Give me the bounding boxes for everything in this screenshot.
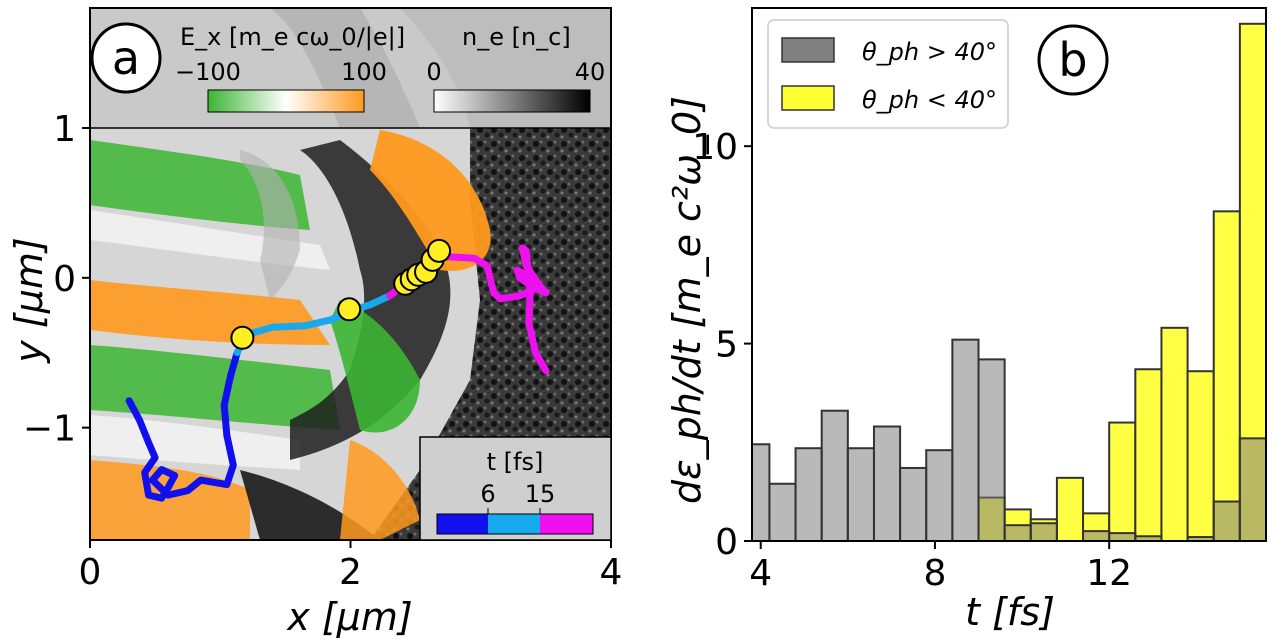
field-map	[90, 128, 611, 540]
trajectory-marker-8	[427, 238, 452, 263]
panel-b-xlabel: t [fs]	[965, 590, 1055, 634]
trajectory-segment-1	[125, 349, 241, 502]
trajectory-marker-2	[337, 297, 362, 322]
panel-b-xtick-12: 12	[1086, 553, 1132, 594]
panel-a-xlabel: x [μm]	[286, 595, 412, 639]
time-legend-tick-15: 15	[525, 480, 556, 508]
colorbar-ne-min: 0	[426, 58, 441, 86]
bar-series1-18	[1238, 437, 1267, 542]
panel-b-ytick-10: 10	[692, 127, 738, 168]
colorbar-ex-label: E_x [m_e cω_0/|e|]	[180, 23, 405, 51]
panel-a-ytick-1: 0	[53, 259, 76, 300]
panel-a: E_x [m_e cω_0/|e|] −100 100 n_e [n_c] 0 …	[7, 7, 623, 639]
colorbar-ex-max: 100	[341, 58, 387, 86]
panel-a-xtick-2: 2	[339, 552, 362, 593]
bar-series1-3	[794, 447, 823, 542]
axis-a: 0 2 4 1 0 −1	[23, 109, 623, 593]
bar-series1-1	[751, 443, 771, 542]
panel-a-xtick-4: 4	[600, 552, 623, 593]
bar-series1-2	[768, 482, 797, 543]
panel-a-label: a	[112, 31, 140, 85]
time-legend-tick-6: 6	[480, 480, 495, 508]
colorbar-ne	[433, 89, 591, 113]
bar-series1-4	[820, 409, 849, 543]
panel-b-xtick-4: 4	[749, 553, 772, 594]
panel-a-label-circle	[90, 22, 162, 94]
panel-a-ylabel: y [μm]	[7, 237, 51, 363]
time-legend-seg-1	[437, 514, 488, 534]
panel-a-ytick-2: −1	[23, 409, 76, 450]
axis-b: 4 8 12 0 5 10	[692, 127, 1132, 594]
panel-b-frame	[751, 7, 1267, 542]
bar-series1-10	[977, 358, 1006, 543]
bar-series1-6	[872, 425, 902, 542]
trajectory	[125, 238, 550, 502]
bar-series1-13	[1082, 530, 1111, 543]
time-legend-seg-3	[540, 514, 593, 534]
legend-swatch-yellow	[781, 85, 835, 111]
bar-series2-6	[1108, 421, 1137, 542]
time-legend: t [fs] 6 15	[419, 436, 612, 541]
panel-a-xtick-0: 0	[79, 552, 102, 593]
bar-series2-9	[1186, 370, 1215, 543]
colorbar-ne-max: 40	[575, 58, 606, 86]
time-legend-frame	[436, 513, 594, 535]
panel-b-label: b	[1058, 33, 1087, 87]
bar-series1-5	[846, 447, 875, 542]
bar-series2-8	[1160, 326, 1189, 542]
time-legend-label: t [fs]	[487, 448, 544, 476]
bar-series1-7	[899, 466, 928, 542]
legend: θ_ph > 40° θ_ph < 40°	[767, 19, 1009, 129]
panel-a-ytick-0: 1	[53, 109, 76, 150]
legend-label-gray: θ_ph > 40°	[862, 38, 997, 66]
bar-series1-14	[1108, 532, 1137, 542]
time-legend-seg-2	[488, 514, 540, 534]
panel-b-label-circle	[1037, 24, 1109, 96]
panel-b-ytick-0: 0	[715, 522, 738, 563]
trajectory-marker-1	[230, 325, 255, 350]
panel-b-xtick-8: 8	[923, 553, 946, 594]
colorbar-ne-label: n_e [n_c]	[462, 23, 571, 51]
colorbar-ex-min: −100	[175, 58, 241, 86]
bar-series1-12	[1029, 522, 1058, 543]
legend-label-yellow: θ_ph < 40°	[862, 86, 997, 114]
bar-series1-17	[1212, 500, 1241, 543]
panel-b-ytick-5: 5	[715, 325, 738, 366]
bar-series1-9	[951, 338, 980, 542]
colorbar-ex	[207, 89, 365, 113]
bar-series2-4	[1055, 476, 1085, 542]
bar-series1-11	[1003, 524, 1032, 542]
legend-swatch-gray	[781, 37, 835, 63]
bar-series2-7	[1134, 368, 1163, 542]
bar-series1-8	[925, 449, 954, 543]
panel-b-ylabel: dε_ph/dt [m_e c²ω_0]	[665, 96, 709, 504]
bar-series2-10	[1212, 210, 1241, 543]
